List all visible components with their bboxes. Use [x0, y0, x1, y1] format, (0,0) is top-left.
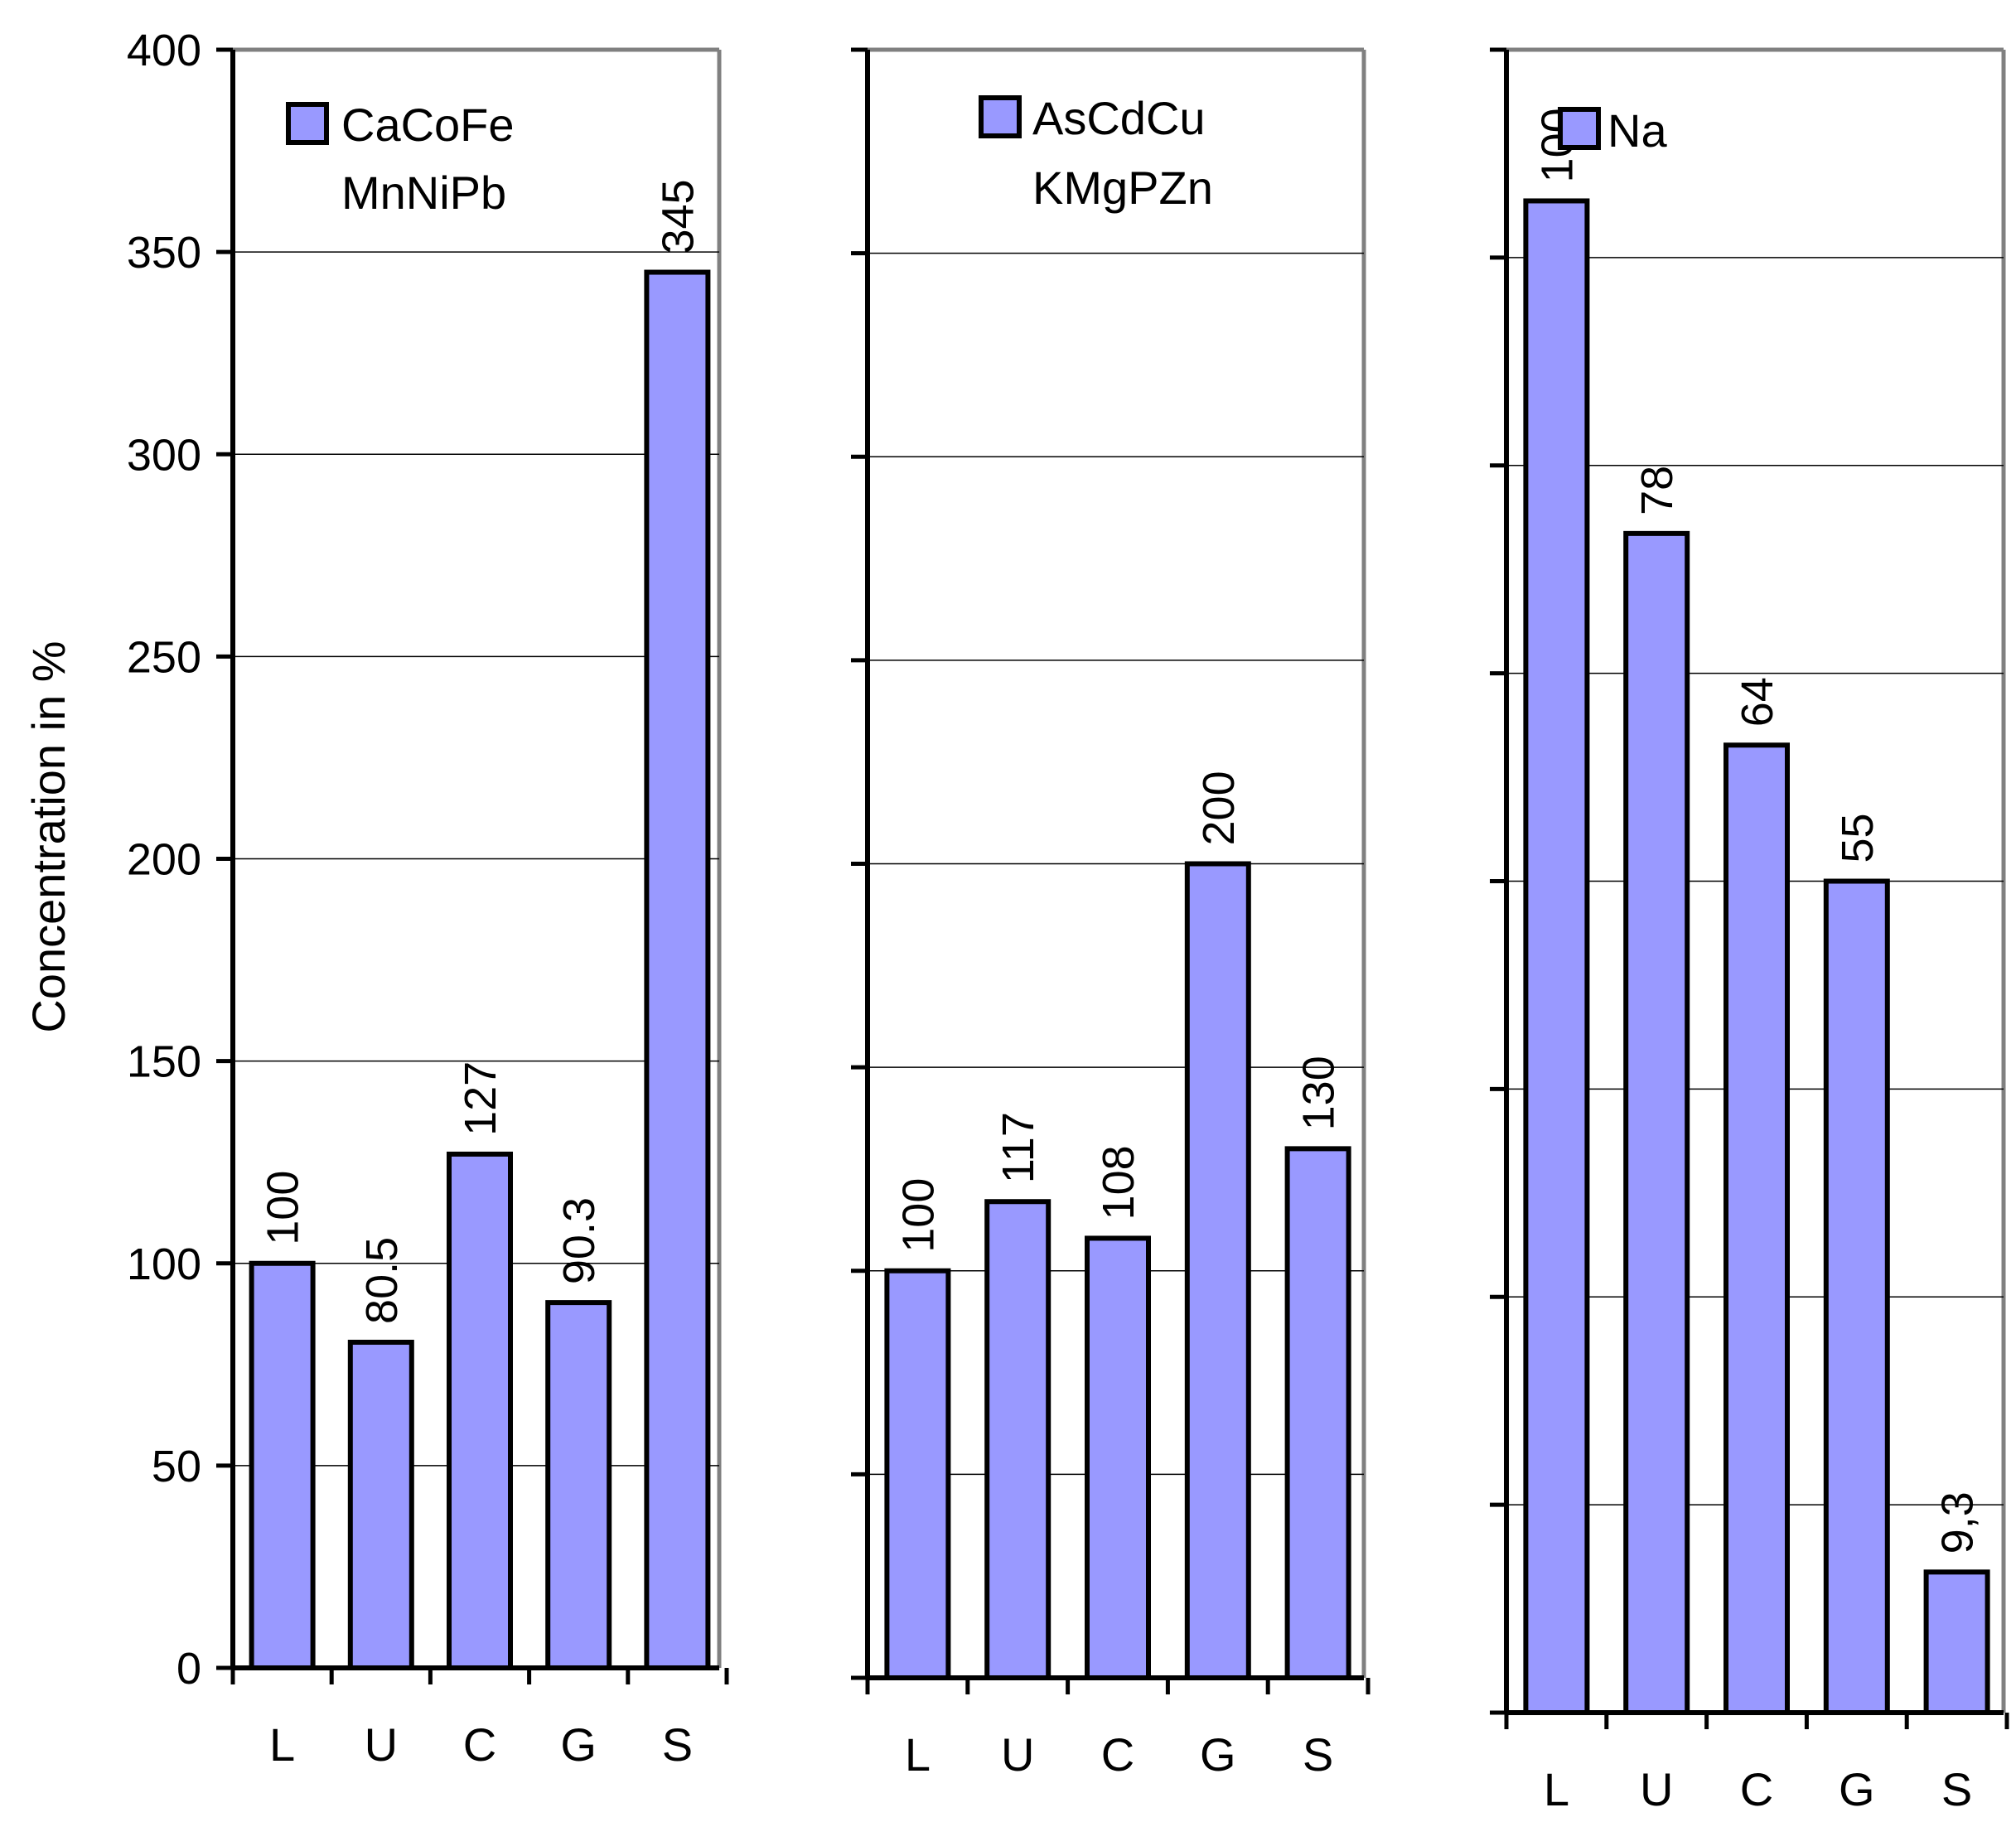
data-label: 100 [893, 1178, 943, 1253]
x-tick-label: S [662, 1718, 693, 1771]
y-tick-label: 250 [127, 632, 201, 682]
data-label: 80.5 [357, 1237, 407, 1324]
y-tick-label: 400 [127, 26, 201, 75]
data-label: 108 [1094, 1145, 1143, 1220]
x-tick-label: G [1839, 1763, 1875, 1815]
bar-c [1724, 742, 1790, 1715]
x-tick-label: L [905, 1728, 931, 1781]
bar-s [1923, 1569, 1990, 1715]
bar-g [1184, 861, 1251, 1680]
y-tick-label: 300 [127, 430, 201, 480]
y-tick-label: 50 [152, 1442, 201, 1491]
bar-g [1823, 878, 1890, 1715]
bar-u [1623, 530, 1690, 1716]
data-label: 100 [259, 1171, 308, 1245]
y-tick-label: 350 [127, 228, 201, 278]
data-label: 9,3 [1933, 1491, 1983, 1554]
bar-l [249, 1260, 316, 1670]
data-label: 78 [1632, 466, 1682, 515]
bar-g [545, 1300, 612, 1670]
legend-text: MnNiPb [341, 167, 506, 219]
x-tick-label: S [1941, 1763, 1972, 1815]
y-tick-label: 150 [127, 1037, 201, 1087]
bar-u [984, 1199, 1052, 1681]
legend-text: CaCoFe [341, 99, 515, 151]
legend-swatch [1558, 107, 1601, 150]
x-tick-label: L [1544, 1763, 1569, 1815]
panel-2: 100 L 117 U 108 C 200 G 130 S AsCdCu KMgPZn [851, 47, 1371, 1781]
panel-1: 0 50 100 150 200 250 300 350 400 100 L 80.5 U 127 C 90.… [127, 26, 729, 1771]
legend-text: Na [1607, 104, 1667, 157]
bar-u [347, 1339, 414, 1670]
data-label: 90.3 [554, 1197, 604, 1284]
bar-s [644, 269, 711, 1671]
x-tick-label: U [1640, 1763, 1673, 1815]
x-tick-label: S [1303, 1728, 1333, 1781]
data-label: 200 [1194, 771, 1244, 845]
x-tick-label: U [1001, 1728, 1034, 1781]
y-tick-label: 0 [176, 1644, 201, 1694]
y-tick-label: 200 [127, 835, 201, 885]
bar-l [1523, 198, 1590, 1715]
y-tick-label: 100 [127, 1240, 201, 1289]
bar-c [1085, 1235, 1151, 1680]
bar-s [1284, 1146, 1351, 1680]
y-axis-title: Concentration in % [22, 640, 75, 1032]
legend-text: AsCdCu [1032, 92, 1206, 144]
x-tick-label: C [1740, 1763, 1773, 1815]
x-tick-label: C [463, 1718, 496, 1771]
legend-swatch [286, 102, 329, 145]
data-label: 117 [993, 1112, 1043, 1183]
x-tick-label: U [365, 1718, 398, 1771]
data-label: 345 [653, 179, 703, 254]
x-tick-label: G [560, 1718, 597, 1771]
x-tick-label: L [269, 1718, 295, 1771]
bar-c [447, 1151, 513, 1670]
x-tick-label: G [1200, 1728, 1236, 1781]
legend-text: KMgPZn [1032, 162, 1213, 214]
data-label: 130 [1294, 1056, 1344, 1130]
legend-swatch [979, 95, 1022, 138]
data-label: 64 [1733, 677, 1782, 727]
data-label: 55 [1833, 813, 1883, 863]
bar-l [884, 1268, 951, 1680]
data-label: 127 [456, 1061, 505, 1136]
x-tick-label: C [1101, 1728, 1134, 1781]
